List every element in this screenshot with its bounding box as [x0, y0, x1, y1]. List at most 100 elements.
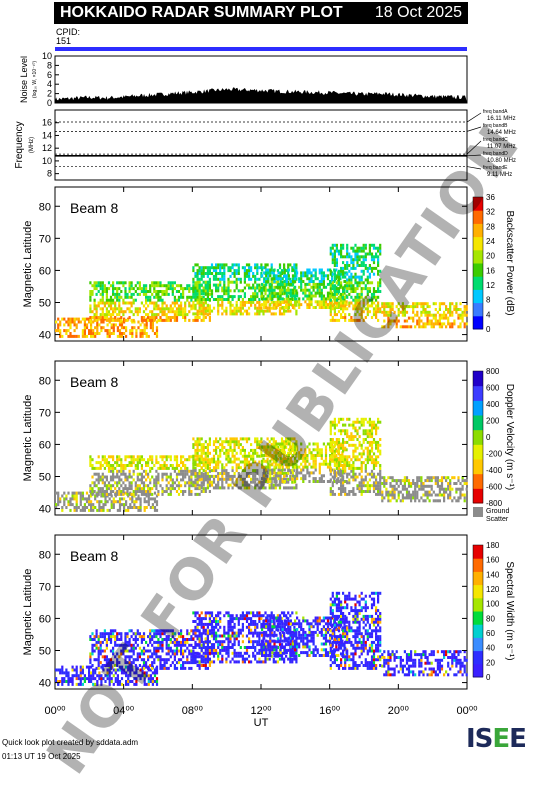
scatter-cell: [431, 325, 433, 328]
scatter-cell: [98, 506, 100, 509]
scatter-cell: [350, 281, 352, 284]
scatter-cell: [227, 278, 229, 281]
scatter-cell: [344, 276, 346, 279]
scatter-cell: [100, 647, 102, 650]
scatter-cell: [369, 264, 371, 267]
scatter-cell: [363, 250, 365, 253]
scatter-cell: [59, 497, 61, 500]
scatter-cell: [61, 666, 63, 669]
scatter-cell: [168, 481, 170, 484]
scatter-cell: [300, 303, 302, 306]
scatter-cell: [141, 287, 143, 290]
scatter-cell: [89, 461, 91, 464]
scatter-cell: [329, 295, 331, 298]
scatter-cell: [72, 683, 74, 686]
scatter-cell: [192, 463, 194, 466]
scatter-cell: [365, 484, 367, 487]
scatter-cell: [400, 491, 402, 494]
scatter-cell: [422, 499, 424, 502]
scatter-cell: [121, 326, 123, 329]
scatter-cell: [342, 273, 344, 276]
scatter-cell: [408, 479, 410, 482]
scatter-cell: [182, 455, 184, 458]
scatter-cell: [258, 266, 260, 269]
scatter-cell: [369, 432, 371, 435]
scatter-cell: [194, 484, 196, 487]
scatter-cell: [69, 497, 71, 500]
scatter-cell: [462, 311, 464, 314]
scatter-cell: [129, 310, 131, 313]
scatter-cell: [96, 635, 98, 638]
scatter-cell: [124, 293, 126, 296]
scatter-cell: [367, 461, 369, 464]
scatter-cell: [205, 316, 207, 319]
scatter-cell: [221, 287, 223, 290]
scatter-cell: [242, 437, 244, 440]
scatter-cell: [317, 283, 319, 286]
scatter-cell: [329, 280, 331, 283]
scatter-cell: [422, 322, 424, 325]
scatter-cell: [149, 290, 151, 293]
scatter-cell: [289, 310, 291, 313]
scatter-cell: [367, 421, 369, 424]
scatter-cell: [84, 318, 86, 321]
scatter-cell: [352, 487, 354, 490]
scatter-cell: [209, 437, 211, 440]
scatter-cell: [325, 460, 327, 463]
scatter-cell: [124, 487, 126, 490]
scatter-cell: [219, 284, 221, 287]
scatter-cell: [367, 447, 369, 450]
colorbar-segment: [473, 276, 483, 290]
scatter-cell: [246, 272, 248, 275]
scatter-cell: [439, 479, 441, 482]
scatter-cell: [342, 429, 344, 432]
scatter-cell: [369, 418, 371, 421]
scatter-cell: [170, 316, 172, 319]
scatter-cell: [129, 455, 131, 458]
scatter-cell: [141, 302, 143, 305]
scatter-cell: [215, 484, 217, 487]
scatter-cell: [170, 284, 172, 287]
scatter-cell: [131, 458, 133, 461]
scatter-cell: [215, 284, 217, 287]
scatter-cell: [269, 295, 271, 298]
scatter-cell: [116, 476, 118, 479]
scatter-cell: [201, 275, 203, 278]
scatter-cell: [350, 432, 352, 435]
ground-scatter-label-2: Scatter: [486, 516, 509, 523]
scatter-cell: [153, 307, 155, 310]
scatter-cell: [88, 329, 90, 332]
scatter-cell: [168, 467, 170, 470]
scatter-cell: [306, 306, 308, 309]
scatter-cell: [86, 492, 88, 495]
scatter-cell: [375, 476, 377, 479]
scatter-cell: [256, 284, 258, 287]
scatter-cell: [263, 286, 265, 289]
scatter-cell: [334, 255, 336, 258]
scatter-cell: [98, 650, 100, 653]
scatter-cell: [217, 440, 219, 443]
scatter-cell: [199, 437, 201, 440]
scatter-cell: [140, 332, 142, 335]
scatter-cell: [96, 329, 98, 332]
scatter-cell: [286, 280, 288, 283]
scatter-cell: [135, 290, 137, 293]
colorbar-segment: [473, 289, 483, 303]
scatter-cell: [98, 487, 100, 490]
scatter-cell: [414, 499, 416, 502]
scatter-cell: [199, 301, 201, 304]
scatter-cell: [330, 302, 332, 305]
scatter-cell: [114, 316, 116, 319]
scatter-cell: [271, 312, 273, 315]
scatter-cell: [282, 300, 284, 303]
scatter-cell: [402, 488, 404, 491]
scatter-cell: [166, 464, 168, 467]
scatter-cell: [385, 482, 387, 485]
scatter-cell: [119, 506, 121, 509]
scatter-cell: [152, 326, 154, 329]
scatter-cell: [57, 497, 59, 500]
scatter-cell: [139, 461, 141, 464]
scatter-cell: [431, 476, 433, 479]
scatter-cell: [227, 284, 229, 287]
scatter-cell: [184, 484, 186, 487]
